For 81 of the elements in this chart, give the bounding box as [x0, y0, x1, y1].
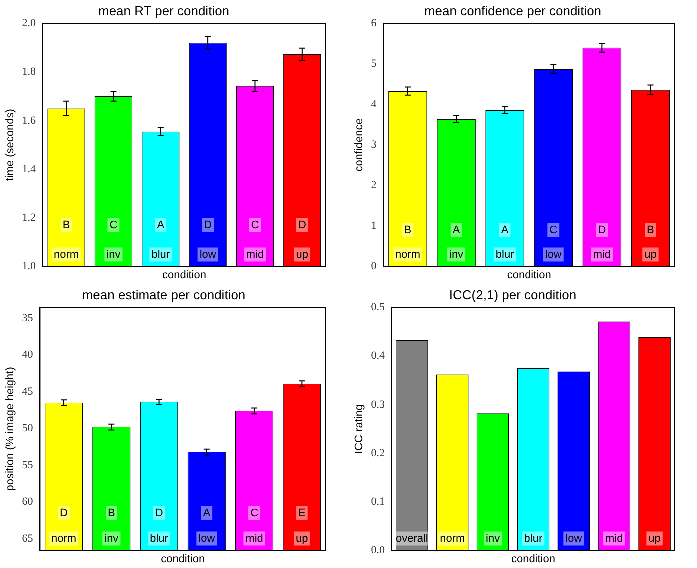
- y-axis-title: confidence: [354, 118, 366, 172]
- chart-title: mean estimate per condition: [82, 287, 246, 302]
- y-tick-label: 2: [371, 180, 377, 192]
- annotation: C: [110, 219, 118, 232]
- y-tick-label: 0.0: [371, 544, 386, 557]
- y-tick-label: 1.4: [22, 163, 36, 176]
- annotation: D: [204, 219, 212, 232]
- x-tick-label: up: [648, 532, 661, 545]
- x-tick-label: norm: [51, 532, 77, 545]
- y-tick-label: 6: [371, 17, 378, 30]
- x-tick-label: inv: [486, 532, 501, 545]
- annotation: A: [501, 224, 510, 236]
- y-axis-title: time (seconds): [4, 109, 17, 182]
- x-tick-label: inv: [449, 248, 464, 261]
- chart-title: mean RT per condition: [98, 3, 230, 18]
- y-tick-label: 5: [371, 58, 378, 70]
- x-tick-label: mid: [246, 532, 264, 545]
- x-tick-label: low: [198, 532, 216, 545]
- y-tick-label: 1.2: [22, 212, 36, 224]
- y-tick-label: 35: [22, 312, 34, 325]
- y-tick-label: 0.3: [371, 398, 386, 411]
- annotation: A: [203, 507, 212, 520]
- annotation: A: [157, 219, 166, 232]
- chart-title: ICC(2,1) per condition: [449, 287, 577, 302]
- y-tick-label: 0.4: [371, 350, 386, 362]
- y-tick-label: 55: [22, 459, 34, 472]
- x-tick-label: up: [296, 532, 308, 545]
- x-tick-label: norm: [395, 248, 421, 261]
- annotation: D: [60, 507, 68, 520]
- x-tick-label: blur: [524, 532, 543, 545]
- annotation: B: [404, 224, 412, 236]
- x-axis-title: condition: [507, 269, 552, 282]
- x-tick-label: up: [296, 248, 309, 261]
- x-tick-label: low: [566, 532, 582, 545]
- y-tick-label: 0: [371, 260, 378, 273]
- x-tick-label: mid: [246, 248, 264, 261]
- y-tick-label: 65: [22, 532, 34, 545]
- annotation: A: [452, 224, 461, 236]
- x-tick-label: norm: [440, 532, 466, 545]
- x-tick-label: low: [545, 248, 562, 261]
- y-tick-label: 1.0: [22, 260, 36, 273]
- y-tick-label: 1.8: [22, 66, 36, 78]
- x-axis-title: condition: [162, 269, 206, 282]
- y-tick-label: 2.0: [22, 17, 36, 30]
- x-tick-label: blur: [496, 248, 515, 261]
- chart-title: mean confidence per condition: [424, 3, 602, 18]
- annotation: B: [62, 219, 70, 232]
- x-tick-label: inv: [104, 532, 120, 545]
- x-tick-label: mid: [605, 532, 624, 545]
- y-tick-label: 1.6: [22, 114, 36, 127]
- x-tick-label: up: [644, 248, 657, 261]
- annotation: E: [298, 507, 306, 520]
- annotation: C: [550, 224, 558, 236]
- y-tick-label: 45: [22, 386, 34, 398]
- y-tick-label: 0.2: [371, 447, 385, 460]
- annotation: B: [647, 224, 654, 236]
- x-tick-label: low: [200, 248, 216, 261]
- annotation: D: [155, 507, 164, 520]
- x-tick-label: blur: [150, 532, 169, 545]
- y-axis-title: position (% image height): [4, 367, 17, 492]
- y-tick-label: 60: [22, 496, 34, 508]
- annotation: D: [298, 219, 306, 232]
- y-tick-label: 1: [371, 220, 377, 232]
- annotation: D: [598, 224, 606, 236]
- x-axis-title: condition: [161, 553, 206, 566]
- x-tick-label: overall: [396, 532, 428, 545]
- x-axis-title: condition: [511, 553, 556, 566]
- y-tick-label: 50: [22, 422, 34, 435]
- y-tick-label: 0.1: [371, 496, 385, 508]
- annotation: B: [108, 507, 116, 520]
- x-tick-label: blur: [152, 248, 170, 261]
- annotation: C: [251, 219, 260, 232]
- y-axis-title: ICC rating: [354, 404, 366, 454]
- x-tick-label: inv: [106, 248, 122, 261]
- annotation: C: [250, 507, 259, 520]
- y-tick-label: 3: [371, 139, 378, 152]
- y-tick-label: 0.5: [371, 301, 386, 314]
- y-tick-label: 4: [371, 98, 378, 111]
- y-tick-label: 40: [22, 349, 34, 362]
- x-tick-label: mid: [593, 248, 612, 261]
- x-tick-label: norm: [54, 248, 80, 261]
